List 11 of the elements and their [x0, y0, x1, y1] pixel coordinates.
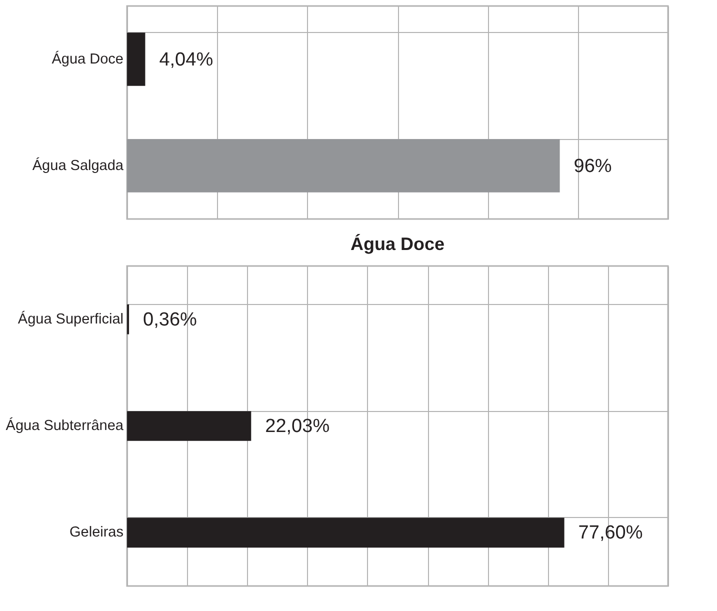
y-tick-label: Água Superficial — [18, 310, 124, 328]
data-label: 22,03% — [265, 416, 330, 437]
y-tick-label: Água Doce — [52, 50, 124, 68]
y-tick-label: Geleiras — [70, 524, 124, 541]
data-label: 77,60% — [578, 522, 643, 544]
y-tick-label: Água Salgada — [32, 156, 124, 174]
data-label: 0,36% — [143, 309, 198, 330]
y-tick-label: Água Subterrânea — [6, 417, 124, 434]
data-label: 4,04% — [159, 49, 214, 70]
data-label: 96% — [574, 156, 612, 177]
chart-title: Água Doce — [350, 234, 445, 254]
